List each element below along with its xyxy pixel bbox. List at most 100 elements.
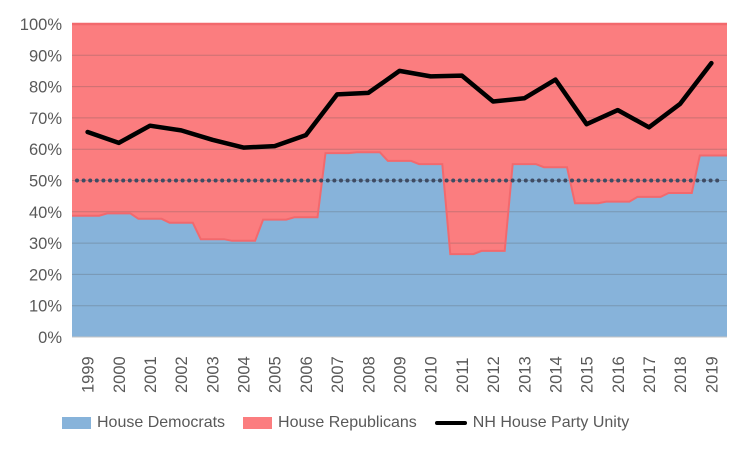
fifty-percent-dot <box>411 178 416 183</box>
fifty-percent-dot <box>583 178 588 183</box>
fifty-percent-dot <box>477 178 482 183</box>
fifty-percent-dot <box>325 178 330 183</box>
fifty-percent-dot <box>365 178 370 183</box>
fifty-percent-dot <box>207 178 211 183</box>
party-unity-swatch <box>434 420 467 426</box>
fifty-percent-dot <box>134 178 139 183</box>
fifty-percent-dot <box>121 178 126 183</box>
plot-area: 0% 10% 20% 30% 40% 50% 60% 70% 80% 90% 100% 1999 200… <box>20 16 727 393</box>
y-axis-label: 70% <box>29 110 62 128</box>
fifty-percent-dot <box>563 178 568 183</box>
y-axis-label: 80% <box>29 79 62 97</box>
legend-item-republicans: House Republicans <box>243 414 417 432</box>
x-axis-label: 2017 <box>641 356 659 393</box>
legend-label-party-unity: NH House Party Unity <box>472 414 630 431</box>
x-axis-label: 2003 <box>204 356 222 393</box>
democrats-swatch <box>62 417 91 429</box>
fifty-percent-dot <box>299 178 304 183</box>
fifty-percent-dot <box>391 178 396 183</box>
fifty-percent-dot <box>167 178 172 183</box>
fifty-percent-dot <box>550 178 555 183</box>
fifty-percent-dot <box>332 178 337 183</box>
legend-label-democrats: House Democrats <box>97 414 226 431</box>
legend-item-party-unity: NH House Party Unity <box>434 414 630 432</box>
fifty-percent-dot <box>319 178 324 183</box>
x-axis-label: 2000 <box>111 356 129 393</box>
area-boundary-edge <box>72 151 727 256</box>
fifty-percent-dot <box>339 178 343 183</box>
democrats-area <box>72 152 727 337</box>
y-axis-label: 20% <box>29 266 62 284</box>
fifty-percent-dot <box>200 178 205 183</box>
fifty-percent-dot <box>154 178 159 183</box>
fifty-percent-dot <box>385 178 390 183</box>
x-axis-label: 2006 <box>298 356 316 393</box>
x-axis-label: 2011 <box>454 358 472 393</box>
fifty-percent-dot <box>253 178 258 183</box>
fifty-percent-dot <box>517 178 522 183</box>
x-axis-label: 2009 <box>392 356 410 393</box>
fifty-percent-dot <box>702 178 706 183</box>
x-axis-label: 2015 <box>579 356 597 393</box>
fifty-percent-dot <box>358 178 363 183</box>
fifty-percent-dot <box>108 178 112 183</box>
fifty-percent-dot <box>662 178 667 183</box>
fifty-percent-dot <box>451 178 456 183</box>
legend-item-democrats: House Democrats <box>62 414 225 432</box>
fifty-percent-dot <box>127 178 132 183</box>
legend-label-republicans: House Republicans <box>278 414 417 431</box>
fifty-percent-dot <box>570 178 574 183</box>
y-axis-label: 50% <box>29 173 62 191</box>
x-axis-label: 2005 <box>267 356 285 393</box>
x-axis-label: 2014 <box>548 356 566 393</box>
fifty-percent-dot <box>246 178 251 183</box>
x-axis-label: 2008 <box>360 356 378 393</box>
fifty-percent-dot <box>279 178 284 183</box>
fifty-percent-dot <box>537 178 541 183</box>
x-axis-label: 2019 <box>703 356 721 393</box>
fifty-percent-dot <box>187 178 192 183</box>
fifty-percent-dot <box>609 178 614 183</box>
fifty-percent-dot <box>688 178 693 183</box>
fifty-percent-dot <box>292 178 297 183</box>
fifty-percent-dot <box>530 178 535 183</box>
x-axis-label: 2012 <box>485 356 503 393</box>
fifty-percent-dot <box>372 178 376 183</box>
fifty-percent-dot <box>655 178 660 183</box>
fifty-percent-dot <box>438 178 442 183</box>
fifty-percent-dot <box>636 178 640 183</box>
fifty-percent-dot <box>629 178 634 183</box>
x-axis-label: 1999 <box>80 356 98 393</box>
fifty-percent-dot <box>424 178 429 183</box>
fifty-percent-dot <box>101 178 106 183</box>
republicans-swatch <box>243 417 273 429</box>
fifty-percent-dot <box>266 178 271 183</box>
y-axis-label: 40% <box>29 204 62 222</box>
fifty-percent-dot <box>94 178 99 183</box>
x-axis-label: 2010 <box>423 356 441 393</box>
fifty-percent-dot <box>543 178 548 183</box>
fifty-percent-dot <box>240 178 244 183</box>
fifty-percent-dot <box>141 178 145 183</box>
fifty-percent-dot <box>378 178 383 183</box>
fifty-percent-dot <box>398 178 403 183</box>
fifty-percent-dot <box>589 178 594 183</box>
fifty-percent-dot <box>220 178 225 183</box>
fifty-percent-dot <box>457 178 462 183</box>
fifty-percent-dot <box>471 178 475 183</box>
fifty-percent-dot <box>649 178 654 183</box>
fifty-percent-dot <box>431 178 436 183</box>
fifty-percent-dot <box>193 178 198 183</box>
fifty-percent-dot <box>286 178 291 183</box>
party-unity-line <box>85 60 714 150</box>
fifty-percent-dot <box>675 178 680 183</box>
fifty-percent-dot <box>504 178 508 183</box>
fifty-percent-dot <box>233 178 238 183</box>
fifty-percent-dot <box>622 178 627 183</box>
fifty-percent-dot <box>484 178 489 183</box>
fifty-percent-dot <box>708 178 713 183</box>
fifty-percent-dot <box>226 178 231 183</box>
fifty-percent-dot <box>81 178 86 183</box>
republicans-area <box>72 24 727 255</box>
legend: House Democrats House Republicans NH Hou… <box>62 404 750 442</box>
